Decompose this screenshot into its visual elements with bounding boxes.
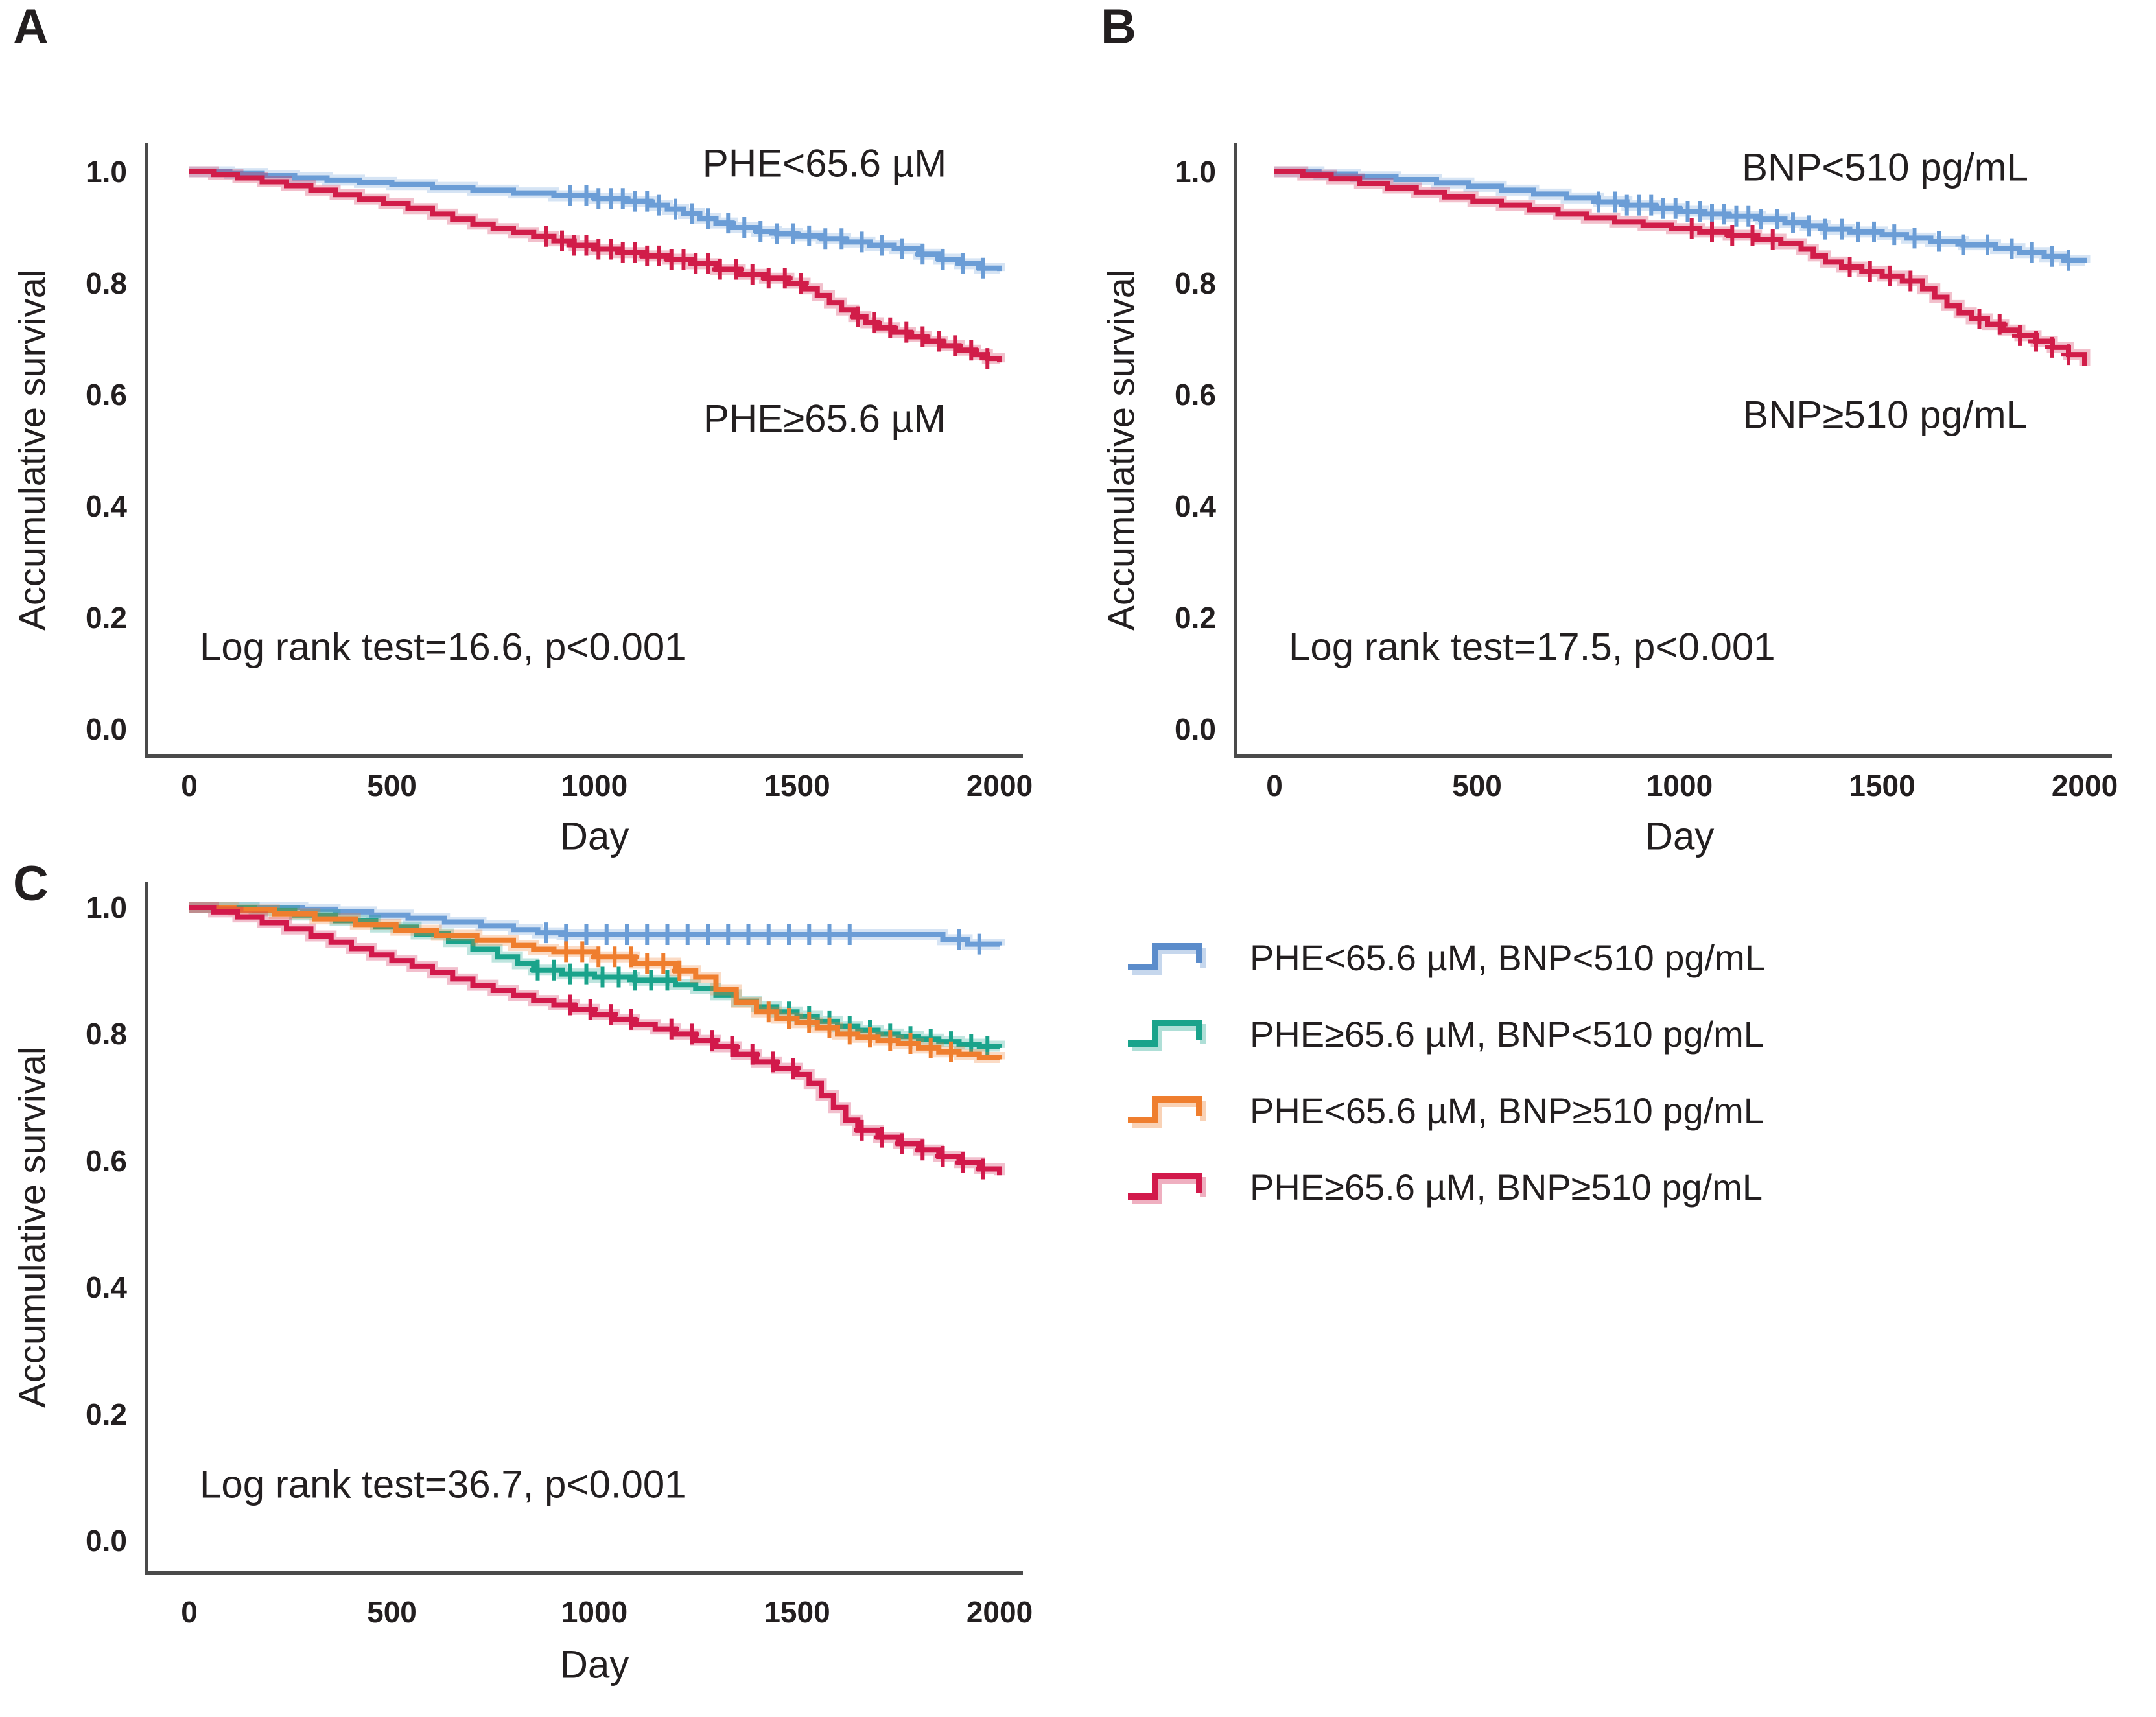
panel-c-axes: [145, 882, 1023, 1575]
panel-a-y-axis-title: Accumulative survival: [11, 269, 54, 631]
panel-c-y-tick-label: 0.4: [86, 1270, 127, 1305]
censor-marks-a-0: [562, 185, 991, 279]
panel-b-axes: [1234, 143, 2112, 758]
km-curve-a-0: [189, 169, 1002, 272]
censor-marks-c-0: [538, 922, 987, 955]
censor-marks-b-1: [1683, 218, 2076, 366]
panel-a-x-tick-label: 1500: [764, 769, 830, 802]
censor-marks-c-3: [562, 994, 991, 1180]
panel-c-y-tick-label: 1.0: [86, 891, 127, 924]
panel-c-y-axis-title: Accumulative survival: [11, 1046, 54, 1408]
panel-b-y-axis-title: Accumulative survival: [1100, 269, 1143, 631]
panel-b-y-tick-label: 0.8: [1175, 266, 1216, 300]
panel-c-y-tick-label: 0.2: [86, 1397, 127, 1431]
panel-b-x-tick-label: 1500: [1849, 769, 1916, 802]
legend-label: PHE<65.6 µM, BNP≥510 pg/mL: [1250, 1090, 1764, 1131]
panel-a-y-tick-label: 0.4: [86, 489, 127, 523]
panel-c-x-tick-label: 2000: [966, 1595, 1033, 1629]
panel-c-x-tick-label: 1500: [764, 1595, 830, 1629]
panel-a-x-tick-label: 500: [367, 769, 417, 802]
km-curve-b-1: [1274, 169, 2087, 366]
panel-a-x-tick-label: 2000: [966, 769, 1033, 802]
panel-a-y-tick-label: 0.6: [86, 378, 127, 412]
panel-c-x-tick-label: 500: [367, 1595, 417, 1629]
panel-b-x-tick-label: 500: [1452, 769, 1502, 802]
panel-a-y-tick-label: 1.0: [86, 155, 127, 189]
legend-label: PHE<65.6 µM, BNP<510 pg/mL: [1250, 937, 1765, 978]
panel-b-x-axis-title: Day: [1645, 814, 1715, 858]
legend-step-icon: [1128, 1020, 1206, 1051]
panel-c-y-tick-label: 0.8: [86, 1017, 127, 1051]
km-curve-c-1: [189, 905, 1002, 1049]
panel-a-lower-curve-label: PHE≥65.6 µM: [703, 397, 946, 441]
panel-b-logrank-text: Log rank test=17.5, p<0.001: [1289, 625, 1775, 669]
legend-row: PHE≥65.6 µM, BNP≥510 pg/mL: [1123, 1149, 1765, 1225]
legend-step-icon: [1128, 1096, 1206, 1128]
panel-a-upper-curve-label: PHE<65.6 µM: [702, 141, 947, 185]
panel-b-y-tick-label: 0.0: [1175, 712, 1216, 746]
panel-c-x-tick-label: 0: [181, 1595, 198, 1629]
panel-b-y-tick-label: 1.0: [1175, 155, 1216, 189]
panel-c-x-axis-title: Day: [559, 1642, 629, 1687]
legend-row: PHE<65.6 µM, BNP<510 pg/mL: [1123, 919, 1765, 996]
panel-a-x-axis-title: Day: [559, 814, 629, 858]
panel-c-y-tick-label: 0.0: [86, 1524, 127, 1558]
legend-label: PHE≥65.6 µM, BNP<510 pg/mL: [1250, 1013, 1764, 1055]
panel-b-x-tick-label: 1000: [1646, 769, 1713, 802]
panel-b-y-tick-label: 0.6: [1175, 378, 1216, 412]
panel-a-logrank-text: Log rank test=16.6, p<0.001: [200, 625, 686, 669]
panel-c-logrank-text: Log rank test=36.7, p<0.001: [200, 1462, 686, 1506]
legend: PHE<65.6 µM, BNP<510 pg/mL PHE≥65.6 µM, …: [1123, 919, 1765, 1225]
panel-a-y-tick-label: 0.8: [86, 266, 127, 300]
panel-a-x-tick-label: 0: [181, 769, 198, 802]
legend-step-icon: [1128, 1173, 1206, 1204]
km-curve-halo-b-1: [1274, 166, 2091, 366]
panel-a-x-tick-label: 1000: [561, 769, 628, 802]
panel-c-y-tick-label: 0.6: [86, 1143, 127, 1178]
panel-c-letter: C: [13, 856, 49, 911]
censor-marks-a-1: [538, 226, 996, 369]
panel-a-y-tick-label: 0.0: [86, 712, 127, 746]
legend-step-icon: [1128, 943, 1206, 975]
censor-marks-c-2: [558, 941, 959, 1062]
censor-marks-b-0: [1591, 191, 2076, 271]
panel-b-x-tick-label: 2000: [2051, 769, 2118, 802]
km-curve-c-0: [189, 905, 1002, 947]
panel-b-letter: B: [1101, 0, 1136, 54]
panel-b-upper-curve-label: BNP<510 pg/mL: [1742, 145, 2028, 189]
panel-a-axes: [145, 143, 1023, 758]
panel-c-x-tick-label: 1000: [561, 1595, 628, 1629]
panel-b-y-tick-label: 0.4: [1175, 489, 1216, 523]
legend-row: PHE≥65.6 µM, BNP<510 pg/mL: [1123, 996, 1765, 1072]
panel-b-x-tick-label: 0: [1266, 769, 1283, 802]
panel-b-lower-curve-label: BNP≥510 pg/mL: [1742, 393, 2028, 437]
panel-b-y-tick-label: 0.2: [1175, 601, 1216, 635]
panel-a-y-tick-label: 0.2: [86, 601, 127, 635]
legend-row: PHE<65.6 µM, BNP≥510 pg/mL: [1123, 1072, 1765, 1149]
panel-a-letter: A: [13, 0, 49, 54]
legend-label: PHE≥65.6 µM, BNP≥510 pg/mL: [1250, 1166, 1763, 1208]
